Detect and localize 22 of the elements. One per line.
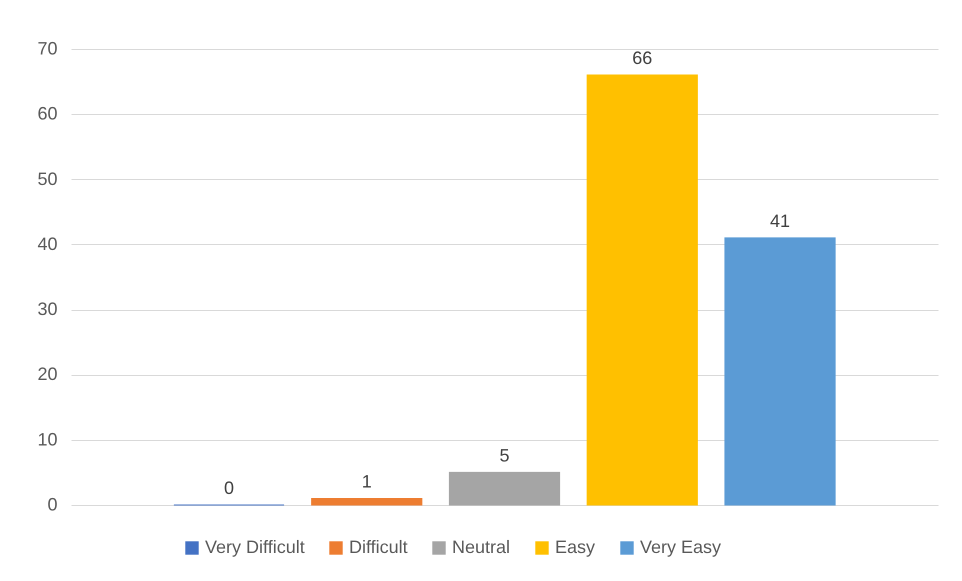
y-tick-label: 40 <box>37 234 58 254</box>
bar <box>724 237 836 506</box>
bar <box>586 74 698 506</box>
legend-label: Difficult <box>349 537 408 557</box>
y-tick-label: 50 <box>37 168 58 189</box>
y-tick-label: 30 <box>37 299 58 320</box>
data-label: 41 <box>770 210 790 231</box>
data-label: 1 <box>362 471 372 492</box>
bar <box>311 498 422 506</box>
y-tick-label: 0 <box>47 494 58 514</box>
y-tick-label: 20 <box>37 364 58 384</box>
data-label: 0 <box>224 478 234 498</box>
legend-label: Very Easy <box>640 537 722 557</box>
legend-label: Very Difficult <box>205 537 305 557</box>
data-label: 66 <box>632 48 652 68</box>
y-tick-label: 60 <box>37 104 58 124</box>
y-tick-label: 70 <box>37 38 58 58</box>
legend-label: Neutral <box>452 537 510 557</box>
bar <box>448 472 560 506</box>
data-label: 5 <box>499 445 510 466</box>
y-tick-label: 10 <box>37 429 58 450</box>
legend-label: Easy <box>555 537 596 557</box>
